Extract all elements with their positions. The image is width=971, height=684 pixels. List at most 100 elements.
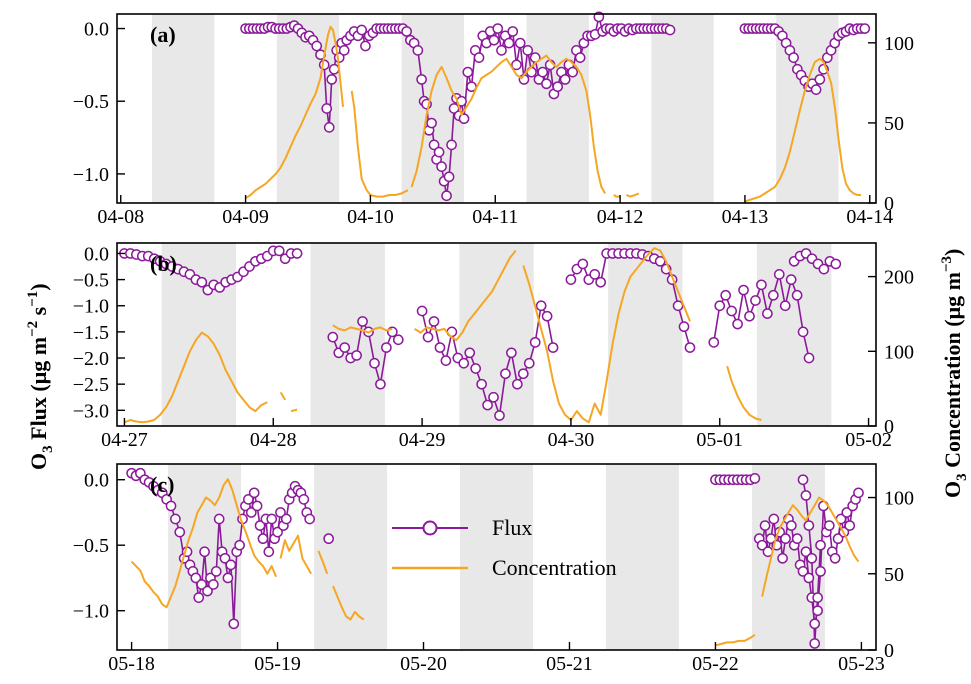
flux-point (577, 258, 589, 270)
concentration-series-line (744, 57, 861, 203)
right-tick-label: 0 (884, 416, 894, 438)
panel-label: (a) (150, 22, 176, 47)
flux-point (511, 378, 523, 390)
flux-point (529, 336, 541, 348)
flux-point (832, 533, 844, 545)
flux-point (441, 190, 452, 202)
flux-point (803, 352, 815, 364)
flux-point (291, 248, 303, 259)
flux-point (326, 74, 338, 85)
flux-point (266, 513, 278, 525)
flux-point (327, 331, 339, 343)
flux-point (196, 276, 208, 288)
right-tick-label: 0 (884, 193, 894, 215)
flux-point (517, 368, 529, 380)
flux-point (426, 117, 437, 129)
flux-point (800, 546, 812, 558)
x-tick-label: 04-28 (250, 429, 297, 451)
flux-point (791, 533, 803, 545)
panel-label: (b) (150, 251, 177, 276)
flux-point (254, 520, 266, 531)
flux-point (809, 638, 821, 649)
concentration-series-line (715, 633, 756, 647)
flux-point (494, 410, 505, 421)
night-band (608, 243, 683, 426)
flux-point (511, 59, 522, 71)
flux-point (428, 316, 440, 327)
flux-point (559, 74, 571, 85)
flux-point (565, 274, 577, 285)
x-tick-label: 04-08 (97, 206, 144, 228)
flux-point (251, 500, 263, 512)
flux-point (777, 552, 788, 564)
x-tick-label: 05-20 (400, 653, 447, 675)
flux-point (207, 579, 219, 590)
flux-point (678, 321, 690, 333)
x-tick-label: 04-14 (846, 206, 893, 228)
concentration-series-line (130, 478, 278, 609)
flux-point (488, 391, 499, 403)
flux-point (369, 357, 380, 369)
flux-point (492, 23, 504, 34)
left-tick-label: 0.0 (84, 19, 109, 41)
flux-point (768, 513, 780, 525)
flux-point (800, 490, 812, 501)
night-band (756, 243, 832, 426)
flux-point (228, 618, 240, 630)
flux-point (351, 350, 362, 361)
flux-point (304, 513, 316, 525)
concentration-series-line (124, 331, 268, 424)
flux-point (547, 342, 559, 353)
left-tick-label: −1.0 (73, 601, 109, 623)
flux-point (853, 487, 864, 499)
flux-point (841, 507, 853, 518)
flux-point (219, 552, 231, 564)
flux-point (744, 310, 755, 322)
left-tick-label: 0.0 (84, 243, 109, 265)
flux-point (165, 500, 177, 512)
left-tick-label: −1.0 (73, 296, 109, 318)
flux-point (507, 26, 519, 37)
panel-c: 05-18 05-19 05-20 05-21 05-22 05-23 −1.0 −0.5 0.… (73, 463, 914, 675)
night-band (310, 243, 385, 426)
flux-point (193, 592, 205, 603)
right-tick-label: 100 (884, 341, 914, 363)
left-tick-label: −0.5 (73, 535, 109, 557)
flux-point (664, 24, 676, 36)
concentration-series-line (279, 534, 312, 575)
left-tick-label: −2.5 (73, 374, 109, 396)
flux-point (759, 520, 771, 531)
flux-point (434, 342, 446, 353)
flux-point (749, 473, 761, 484)
flux-point (318, 59, 330, 71)
right-axis-title: O3 Concentration (μg m−3) (939, 249, 970, 498)
flux-point (496, 44, 507, 56)
flux-point (567, 66, 578, 78)
flux-point (503, 37, 515, 49)
flux-point (812, 592, 823, 603)
flux-point (245, 507, 257, 518)
flux-point (514, 37, 526, 49)
flux-point (298, 494, 310, 505)
left-axis-title: O3 Flux (μg m−2 s−1) (25, 283, 56, 470)
concentration-series-line (332, 324, 393, 334)
flux-point (506, 347, 517, 359)
flux-point (243, 494, 254, 505)
x-tick-label: 04-09 (222, 206, 269, 228)
x-tick-label: 04-30 (548, 429, 595, 451)
x-tick-label: 05-23 (838, 653, 885, 675)
flux-point (797, 566, 809, 577)
flux-point (738, 284, 749, 296)
flux-point (436, 161, 447, 173)
flux-point (830, 258, 842, 270)
flux-point (574, 52, 586, 63)
flux-point (473, 52, 485, 63)
flux-point (273, 245, 285, 257)
concentration-series-line (625, 192, 640, 198)
right-tick-label: 100 (884, 33, 914, 55)
flux-point (595, 276, 607, 288)
concentration-series-line (350, 90, 409, 198)
left-tick-label: −2.0 (73, 348, 109, 370)
flux-point (714, 300, 726, 312)
concentration-series-line (522, 247, 691, 424)
